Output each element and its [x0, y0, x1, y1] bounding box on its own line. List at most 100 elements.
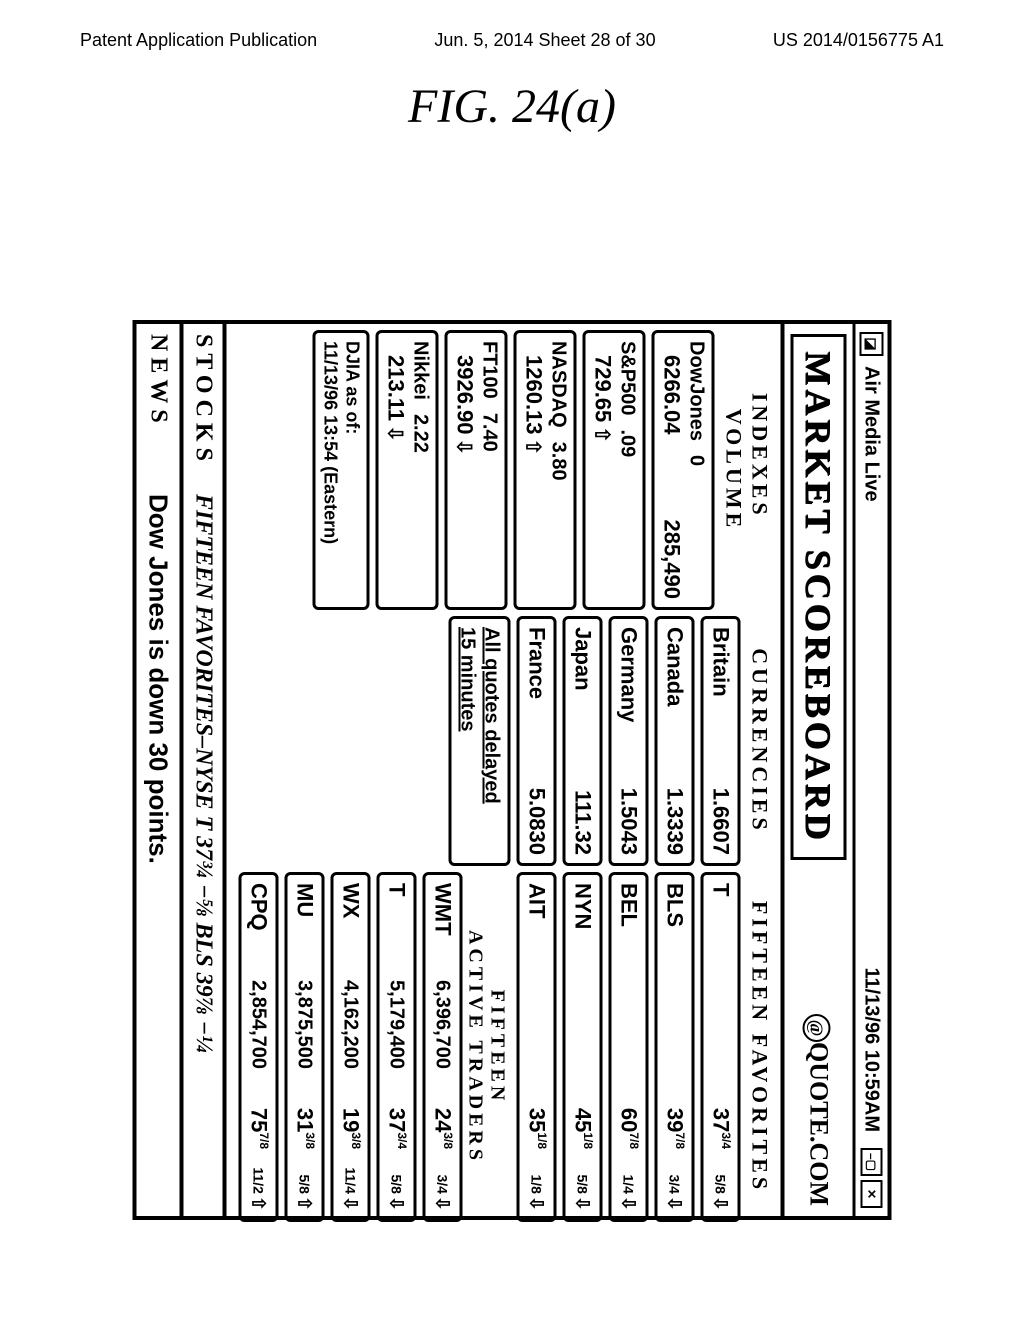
- favorite-row: BEL 607/8 1/4⇩: [609, 872, 649, 1222]
- trader-symbol: MU: [292, 883, 318, 949]
- brand-logo: @QUOTE.COM: [803, 1014, 834, 1206]
- fav-price: 607/8: [616, 1069, 642, 1149]
- favorite-row: T 373/4 5/8⇩: [701, 872, 741, 1222]
- indexes-column: INDEXES VOLUME DowJones 0 6266.04 285,49…: [233, 330, 775, 610]
- system-menu-icon[interactable]: ◪: [860, 332, 884, 356]
- index-value: 213.11: [383, 355, 409, 421]
- label-volume: VOLUME: [722, 409, 747, 532]
- trader-price: 193/8: [338, 1069, 364, 1149]
- favorite-row: BLS 397/8 3/4⇩: [655, 872, 695, 1222]
- trader-symbol: WMT: [430, 883, 456, 949]
- currency-rate: 111.32: [570, 790, 596, 855]
- index-value: 729.65: [590, 355, 616, 422]
- fav-price: 397/8: [662, 1069, 688, 1149]
- news-text: Dow Jones is down 30 points.: [143, 494, 174, 864]
- delay-line1: All quotes delayed: [480, 627, 504, 855]
- currency-rate: 1.3339: [662, 788, 688, 855]
- trader-volume: 4,162,200: [339, 949, 362, 1069]
- news-row: NEWS Dow Jones is down 30 points.: [137, 324, 184, 1216]
- currency-country: Germany: [616, 627, 642, 722]
- index-value: 3926.90: [452, 355, 478, 435]
- down-arrow-icon: ⇩: [340, 1196, 361, 1211]
- index-name: S&P500: [616, 341, 639, 416]
- fav-price: 451/8: [570, 1069, 596, 1149]
- currency-country: Canada: [662, 627, 688, 706]
- currency-row: Germany 1.5043: [609, 616, 649, 866]
- index-row: Nikkei 2.22 213.11 ⇩: [376, 330, 439, 610]
- down-arrow-icon: ⇩: [383, 425, 408, 442]
- brand-text: QUOTE.COM: [805, 1042, 834, 1206]
- asof-box: DJIA as of: 11/13/96 13:54 (Eastern): [312, 330, 369, 610]
- up-arrow-icon: ⇧: [294, 1196, 315, 1211]
- page-header: Patent Application Publication Jun. 5, 2…: [0, 0, 1024, 59]
- index-row: DowJones 0 6266.04 285,490: [652, 330, 715, 610]
- fav-symbol: BEL: [616, 883, 642, 949]
- index-name: DowJones: [685, 341, 708, 441]
- trader-symbol: WX: [338, 883, 364, 949]
- index-name: NASDAQ: [547, 341, 570, 428]
- currency-row: Japan 111.32: [563, 616, 603, 866]
- fav-change: 1/8⇩: [526, 1149, 547, 1211]
- titlebar: ◪ Air Media Live 11/13/96 10:59AM –▢ ✕: [853, 324, 888, 1216]
- currency-country: France: [524, 627, 550, 699]
- up-arrow-icon: ⇧: [248, 1196, 269, 1211]
- index-row: S&P500 .09 729.65 ⇧: [583, 330, 646, 610]
- down-arrow-icon: ⇩: [526, 1196, 547, 1211]
- trader-row: WX 4,162,200 193/8 11/4⇩: [331, 872, 371, 1222]
- asof-label: DJIA as of:: [341, 341, 363, 599]
- trader-symbol: T: [384, 883, 410, 949]
- fav-symbol: NYN: [570, 883, 596, 949]
- currency-row: Britain 1.6607: [701, 616, 741, 866]
- fav-symbol: T: [708, 883, 734, 949]
- page-title: MARKET SCOREBOARD: [791, 334, 847, 860]
- currency-row: Canada 1.3339: [655, 616, 695, 866]
- fav-price: 351/8: [524, 1069, 550, 1149]
- fav-price: 373/4: [708, 1069, 734, 1149]
- trader-row: CPQ 2,854,700 757/8 11/2⇧: [239, 872, 279, 1222]
- down-arrow-icon: ⇩: [386, 1196, 407, 1211]
- currency-row: France 5.0830: [517, 616, 557, 866]
- index-change: 0: [685, 455, 708, 466]
- index-value: 6266.04: [659, 355, 685, 435]
- currency-country: Britain: [708, 627, 734, 697]
- down-arrow-icon: ⇩: [664, 1196, 685, 1211]
- down-arrow-icon: ⇩: [432, 1196, 453, 1211]
- down-arrow-icon: ⇩: [710, 1196, 731, 1211]
- delay-line2: 15 minutes: [456, 627, 480, 855]
- trader-row: WMT 6,396,700 243/8 3/4⇩: [423, 872, 463, 1222]
- fav-change: 1/4⇩: [618, 1149, 639, 1211]
- currency-country: Japan: [570, 627, 596, 691]
- favorite-row: NYN 451/8 5/8⇩: [563, 872, 603, 1222]
- fav-symbol: AIT: [524, 883, 550, 949]
- at-icon: @: [803, 1014, 831, 1042]
- fav-change: 3/4⇩: [664, 1149, 685, 1211]
- label-active-traders: ACTIVE TRADERS: [465, 930, 487, 1164]
- label-indexes: INDEXES: [748, 393, 773, 519]
- traders-label: FIFTEEN ACTIVE TRADERS: [463, 872, 511, 1222]
- stock-ticker: FIFTEEN FAVORITES–NYSE T 37¾ −⅝ BLS 39⅞ …: [190, 494, 217, 1206]
- trader-volume: 3,875,500: [293, 949, 316, 1069]
- close-icon[interactable]: ✕: [861, 1180, 883, 1208]
- index-volume: 285,490: [659, 435, 685, 599]
- timestamp: 11/13/96 10:59AM: [860, 967, 883, 1132]
- trader-row: MU 3,875,500 313/8 5/8⇧: [285, 872, 325, 1222]
- up-arrow-icon: ⇧: [590, 426, 615, 443]
- stocks-row: STOCKS FIFTEEN FAVORITES–NYSE T 37¾ −⅝ B…: [184, 324, 227, 1216]
- header-center: Jun. 5, 2014 Sheet 28 of 30: [434, 30, 655, 51]
- trader-symbol: CPQ: [246, 883, 272, 949]
- trader-change: 11/4⇩: [340, 1149, 361, 1211]
- currency-rate: 5.0830: [524, 788, 550, 855]
- currencies-label: CURRENCIES: [741, 616, 775, 866]
- app-window: ◪ Air Media Live 11/13/96 10:59AM –▢ ✕ M…: [133, 320, 892, 1220]
- down-arrow-icon: ⇩: [618, 1196, 639, 1211]
- fav-change: 5/8⇩: [710, 1149, 731, 1211]
- fav-symbol: BLS: [662, 883, 688, 949]
- favorites-label: FIFTEEN FAVORITES: [741, 872, 775, 1222]
- index-row: NASDAQ 3.80 1260.13 ⇧: [514, 330, 577, 610]
- index-row: FT100 7.40 3926.90 ⇩: [445, 330, 508, 610]
- app-header: MARKET SCOREBOARD @QUOTE.COM: [781, 324, 853, 1216]
- trader-change: 11/2⇧: [248, 1149, 269, 1211]
- trader-volume: 6,396,700: [431, 949, 454, 1069]
- currencies-column: CURRENCIES Britain 1.6607 Canada 1.3339 …: [233, 616, 775, 866]
- minimize-icon[interactable]: –▢: [861, 1148, 883, 1176]
